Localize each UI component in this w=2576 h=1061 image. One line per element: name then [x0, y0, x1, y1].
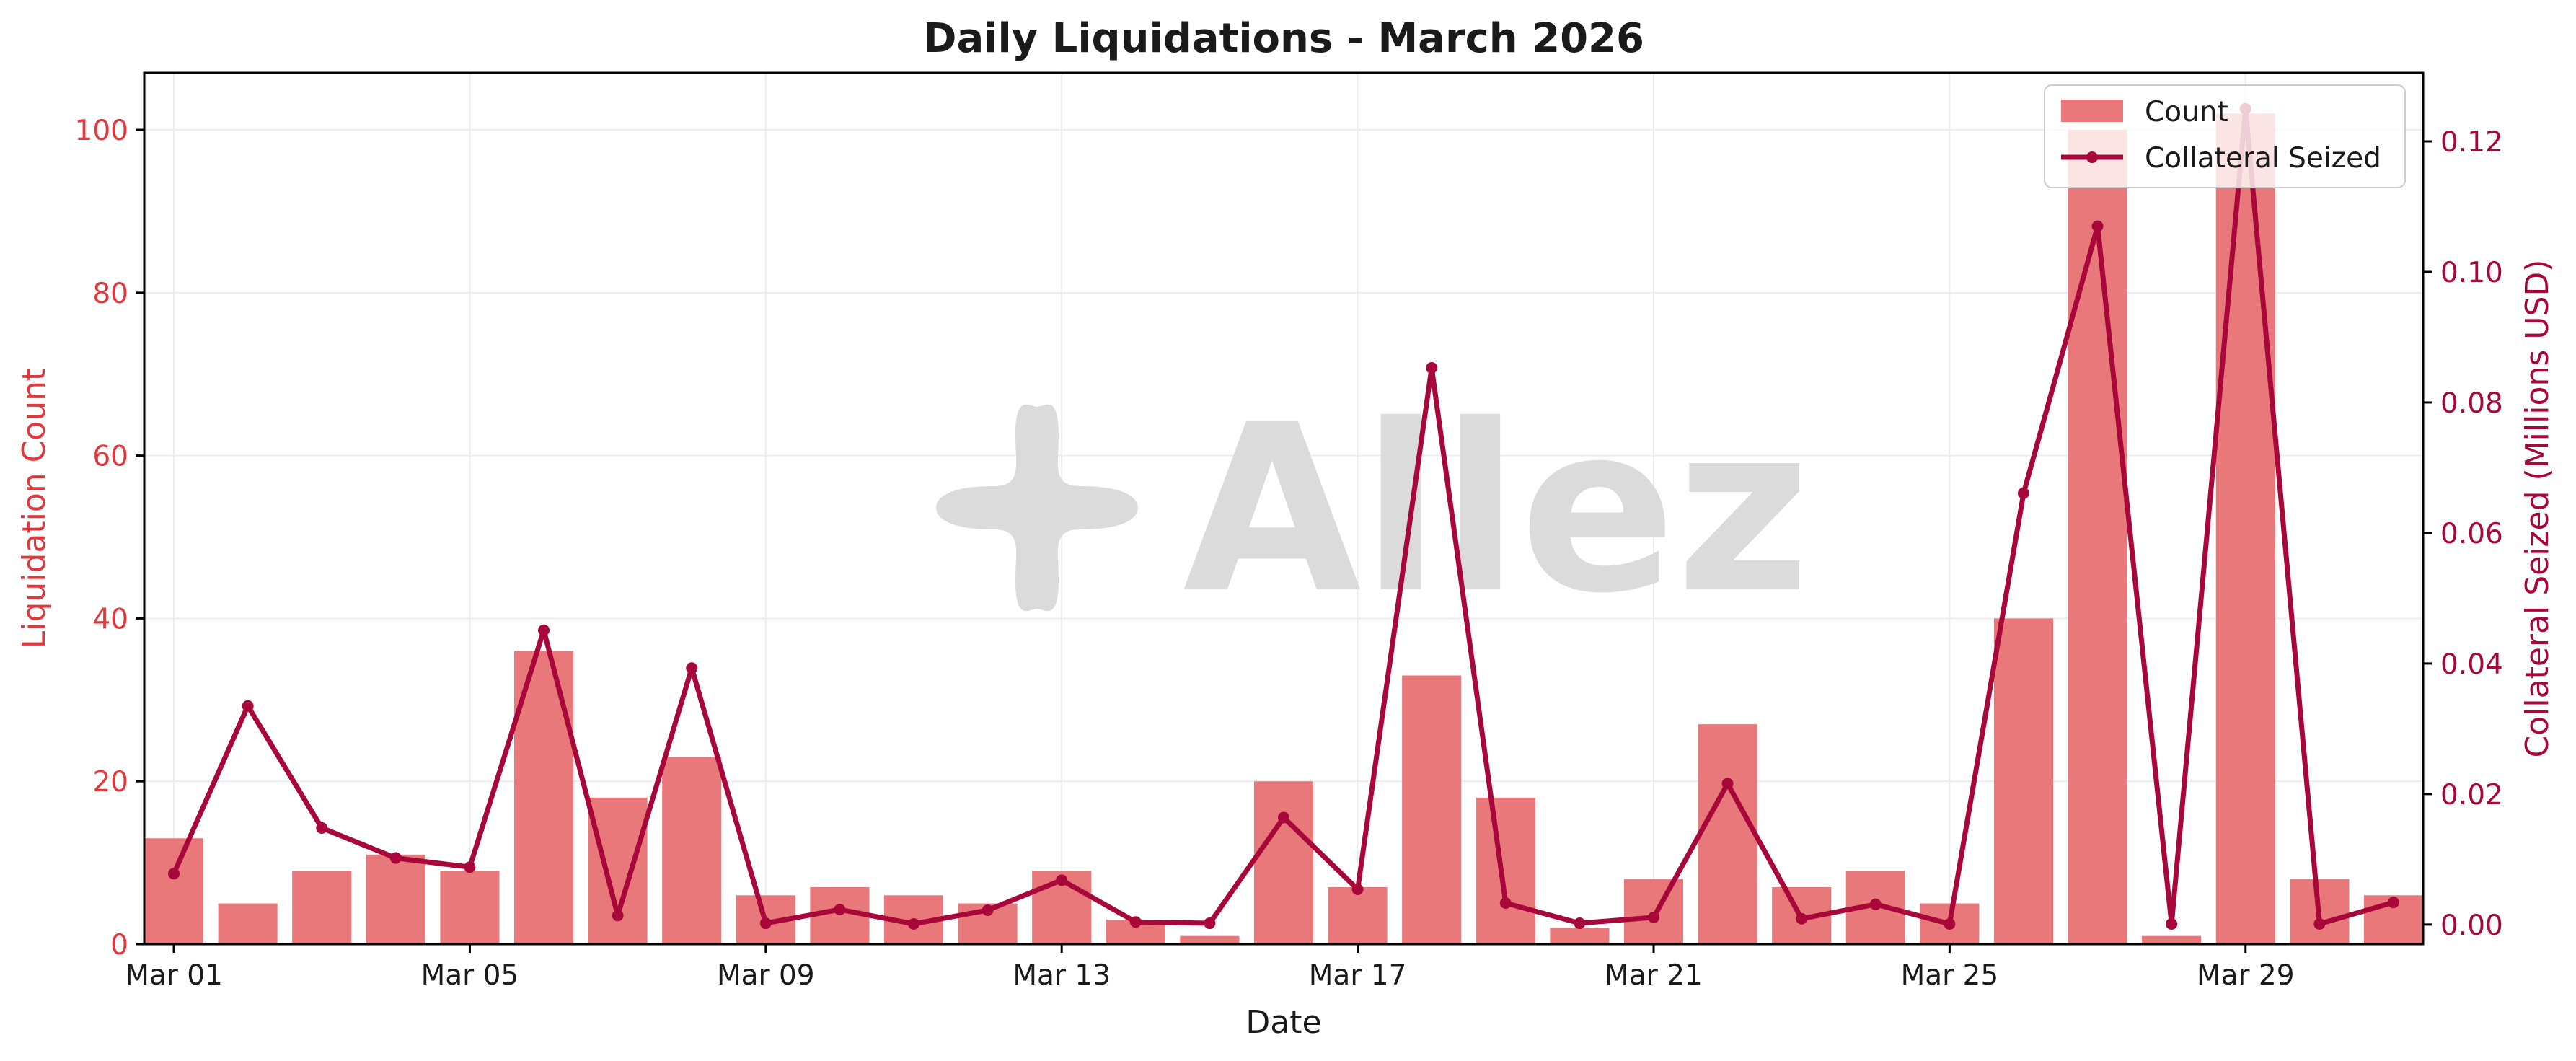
collateral-point [908, 917, 920, 930]
bar-count [440, 871, 500, 944]
legend-swatch-count [2061, 100, 2123, 122]
bar-count [1253, 781, 1314, 944]
collateral-point [1944, 917, 1956, 930]
y-tick-label-right: 0.12 [2440, 126, 2503, 159]
watermark-text: Allez [1183, 376, 1810, 644]
watermark: Allez [936, 376, 1810, 644]
bar-count [1623, 879, 1684, 944]
legend-box [2044, 84, 2406, 188]
line-layer [168, 102, 2399, 930]
x-tick-label: Mar 21 [1605, 959, 1703, 992]
collateral-point [1426, 362, 1438, 374]
y-tick-label-right: 0.10 [2440, 257, 2503, 289]
y-tick-label-left: 0 [110, 929, 128, 961]
y-tick-label-left: 40 [92, 603, 128, 635]
collateral-point [2166, 917, 2178, 930]
legend-swatch-collateral-marker [2086, 151, 2098, 163]
bar-count [2068, 130, 2127, 944]
collateral-point [242, 700, 254, 712]
collateral-point [168, 868, 180, 880]
y-tick-label-left: 100 [75, 115, 128, 147]
collateral-point [1499, 897, 1512, 909]
bar-count [144, 838, 204, 944]
collateral-point [2091, 220, 2104, 232]
bar-count [1550, 928, 1610, 944]
collateral-point [686, 662, 698, 674]
collateral-point [1204, 917, 1216, 930]
plot-frame [143, 71, 2425, 946]
x-axis-label: Date [1245, 1004, 1321, 1041]
collateral-point [2313, 917, 2326, 930]
x-tick-label: Mar 01 [125, 959, 223, 992]
x-tick-label: Mar 13 [1013, 959, 1111, 992]
bar-count [1993, 618, 2054, 944]
axes-layer: 0 20 40 60 80 100 0.00 0.02 0.04 0.06 0.08 0.10 0.12… [75, 115, 2503, 992]
bar-count [1476, 797, 1535, 944]
y-tick-label-right: 0.08 [2440, 387, 2503, 420]
collateral-point [1647, 911, 1659, 923]
collateral-point [759, 917, 772, 930]
collateral-point [2387, 897, 2399, 909]
allez-flower-logo [936, 404, 1138, 612]
collateral-point [1056, 874, 1068, 886]
collateral-point [389, 852, 402, 864]
x-tick-label: Mar 05 [421, 959, 519, 992]
y-tick-label-right: 0.02 [2440, 779, 2503, 811]
bar-count [1698, 724, 1757, 944]
collateral-point [1278, 811, 1289, 824]
bar-count [662, 757, 722, 944]
y-tick-label-right: 0.00 [2440, 910, 2503, 942]
legend: Count Collateral Seized [2044, 84, 2406, 188]
y-tick-label-left: 80 [92, 278, 128, 310]
y-tick-label-left: 60 [92, 441, 128, 473]
y-axis-label-left: Liquidation Count [16, 369, 53, 649]
collateral-point [464, 861, 476, 873]
y-tick-label-right: 0.06 [2440, 518, 2503, 550]
collateral-point [612, 910, 624, 922]
collateral-point [1351, 883, 1364, 895]
collateral-point [1574, 917, 1586, 930]
bar-count [292, 871, 352, 944]
bar-count [1402, 675, 1462, 944]
bar-count [218, 903, 278, 944]
bar-count [1328, 886, 1388, 944]
collateral-point [1869, 898, 1882, 910]
x-tick-label: Mar 09 [717, 959, 815, 992]
y-tick-label-right: 0.04 [2440, 648, 2503, 681]
y-axis-label-right: Collateral Seized (Millions USD) [2519, 260, 2556, 758]
collateral-point [982, 904, 994, 916]
collateral-point [1796, 912, 1808, 925]
collateral-point [1721, 778, 1734, 790]
x-tick-label: Mar 17 [1309, 959, 1407, 992]
bars-layer [144, 113, 2423, 944]
x-tick-label: Mar 29 [2197, 959, 2295, 992]
collateral-point [316, 822, 328, 834]
bar-count [588, 797, 648, 944]
bar-count [366, 854, 425, 944]
collateral-point [834, 904, 846, 916]
chart-title: Daily Liquidations - March 2026 [923, 15, 1644, 62]
bar-count [2215, 113, 2275, 944]
x-tick-label: Mar 25 [1901, 959, 1999, 992]
legend-label-count: Count [2145, 96, 2228, 128]
collateral-point [538, 624, 550, 636]
collateral-point [1129, 916, 1142, 928]
y-tick-label-left: 20 [92, 766, 128, 798]
bar-count [1180, 935, 1240, 944]
legend-label-collateral: Collateral Seized [2145, 142, 2381, 175]
collateral-point [2017, 487, 2029, 499]
bar-count [2142, 935, 2202, 944]
